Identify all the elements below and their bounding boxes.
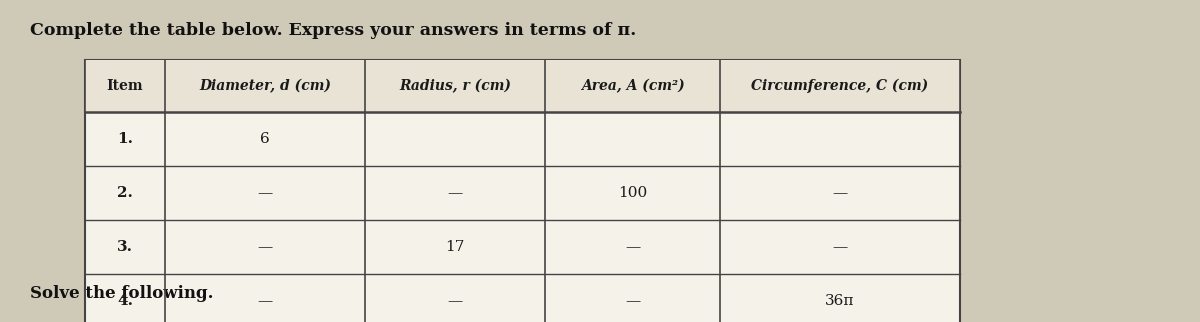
Text: 17: 17 bbox=[445, 240, 464, 254]
Text: 36π: 36π bbox=[826, 294, 854, 308]
Text: —: — bbox=[257, 294, 272, 308]
Text: 100: 100 bbox=[618, 186, 647, 200]
Text: —: — bbox=[833, 186, 847, 200]
Text: Area, A (cm²): Area, A (cm²) bbox=[581, 79, 684, 93]
Text: —: — bbox=[625, 294, 640, 308]
Text: —: — bbox=[448, 186, 463, 200]
Text: Item: Item bbox=[107, 79, 143, 93]
Text: Circumference, C (cm): Circumference, C (cm) bbox=[751, 79, 929, 93]
Text: 4.: 4. bbox=[118, 294, 133, 308]
Text: 3.: 3. bbox=[118, 240, 133, 254]
Text: —: — bbox=[448, 294, 463, 308]
Text: 2.: 2. bbox=[118, 186, 133, 200]
Text: —: — bbox=[833, 240, 847, 254]
Bar bbox=[85, 60, 960, 112]
Text: —: — bbox=[257, 240, 272, 254]
Text: 6: 6 bbox=[260, 132, 270, 146]
Text: Diameter, d (cm): Diameter, d (cm) bbox=[199, 79, 331, 93]
Text: —: — bbox=[257, 186, 272, 200]
Text: Solve the following.: Solve the following. bbox=[30, 285, 214, 302]
Text: —: — bbox=[625, 240, 640, 254]
Text: 1.: 1. bbox=[118, 132, 133, 146]
Bar bbox=[85, 60, 960, 322]
Text: Complete the table below. Express your answers in terms of π.: Complete the table below. Express your a… bbox=[30, 22, 636, 39]
Text: Radius, r (cm): Radius, r (cm) bbox=[398, 79, 511, 93]
